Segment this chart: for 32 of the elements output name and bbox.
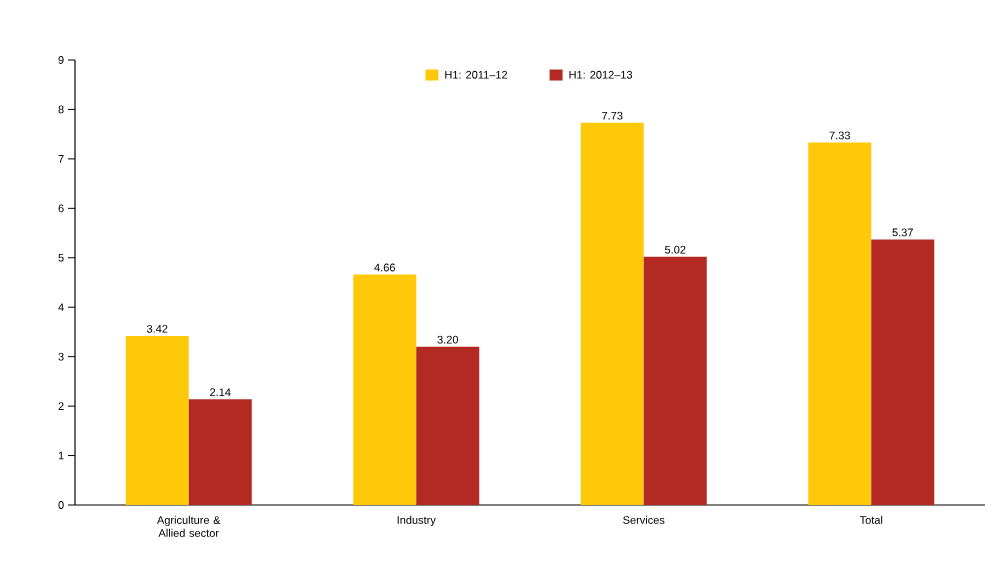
bar <box>353 274 417 505</box>
data-label: 7.33 <box>829 131 850 140</box>
data-label: 5.37 <box>892 228 913 237</box>
data-label: 7.73 <box>602 111 623 120</box>
y-tick-label: 3 <box>58 352 64 361</box>
bar <box>416 346 480 505</box>
bar <box>580 122 644 505</box>
data-label: 3.42 <box>146 324 168 333</box>
x-tick-label: Services <box>623 515 665 524</box>
y-tick-label: 1 <box>58 451 64 460</box>
x-tick-label: Industry <box>397 515 436 527</box>
legend-label: H1: 2012–13 <box>569 70 633 79</box>
y-tick-label: 0 <box>58 501 64 509</box>
y-tick-label: 9 <box>58 56 64 64</box>
bar <box>808 142 872 505</box>
y-tick-label: 8 <box>58 105 64 114</box>
y-tick-label: 4 <box>58 303 64 312</box>
bar <box>188 399 252 505</box>
data-label: 2.14 <box>210 388 231 396</box>
bar <box>125 335 189 505</box>
data-label: 4.66 <box>374 263 395 272</box>
bar <box>643 256 707 505</box>
x-tick-label: Agriculture & Allied sector <box>156 515 221 537</box>
x-tick-label: Total <box>859 515 883 524</box>
bar <box>871 239 935 505</box>
y-tick-label: 5 <box>58 253 64 262</box>
y-tick-label: 6 <box>58 204 64 213</box>
legend-label: H1: 2011–12 <box>445 70 508 79</box>
data-label: 3.20 <box>437 335 459 344</box>
y-tick-label: 2 <box>58 402 64 410</box>
data-label: 5.02 <box>664 245 686 254</box>
y-tick-label: 7 <box>58 155 64 163</box>
